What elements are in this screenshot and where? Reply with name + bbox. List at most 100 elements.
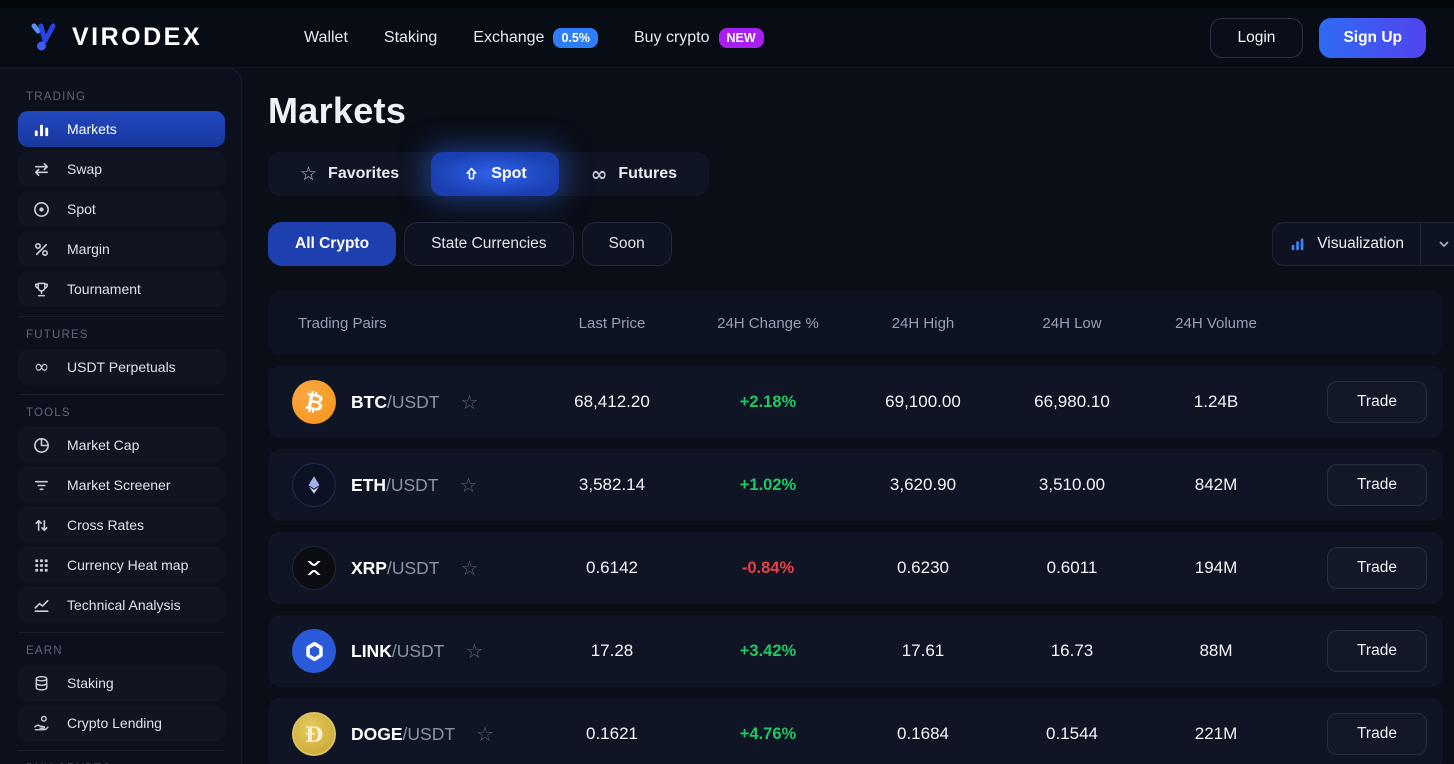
favorite-star-icon[interactable]: ☆ <box>460 390 479 414</box>
grid-icon <box>31 556 52 575</box>
sidebar-item-swap[interactable]: Swap <box>18 151 225 187</box>
low-24h: 0.1544 <box>1046 724 1098 743</box>
up-down-arrows-icon <box>31 516 52 535</box>
trade-button[interactable]: Trade <box>1327 630 1427 672</box>
col-24h-change: 24H Change % <box>717 314 819 332</box>
change-percent: +3.42% <box>739 641 797 660</box>
sidebar-item-cross-rates[interactable]: Cross Rates <box>18 507 225 543</box>
sidebar-item-markets[interactable]: Markets <box>18 111 225 147</box>
sidebar-item-crypto-lending[interactable]: Crypto Lending <box>18 705 225 741</box>
trade-button[interactable]: Trade <box>1327 464 1427 506</box>
filter-soon[interactable]: Soon <box>581 222 672 266</box>
sidebar-item-label: Currency Heat map <box>67 557 189 573</box>
last-price: 68,412.20 <box>574 392 650 411</box>
sidebar-item-staking[interactable]: Staking <box>18 665 225 701</box>
bar-chart-icon <box>1289 235 1307 253</box>
col-last-price: Last Price <box>578 314 646 332</box>
bar-chart-icon <box>31 120 52 139</box>
main-content: Markets ☆ Favorites Spot ∞ Futures All C… <box>242 68 1454 764</box>
nav-buy-crypto[interactable]: Buy crypto NEW <box>634 27 764 48</box>
low-24h: 66,980.10 <box>1034 392 1110 411</box>
coins-icon <box>31 674 52 693</box>
divider <box>1420 222 1421 266</box>
chevron-down-icon[interactable] <box>1421 236 1454 252</box>
tab-spot[interactable]: Spot <box>431 152 559 196</box>
trade-button[interactable]: Trade <box>1327 713 1427 755</box>
volume-24h: 1.24B <box>1193 392 1239 411</box>
line-chart-icon <box>31 596 52 615</box>
pie-chart-icon <box>31 436 52 455</box>
doge-coin-icon: Ð <box>292 712 336 756</box>
table-row-link[interactable]: LINK/USDT ☆ 17.28 +3.42% 17.61 16.73 88M… <box>268 615 1443 687</box>
high-24h: 0.1684 <box>897 724 949 743</box>
sidebar-item-label: Crypto Lending <box>67 715 162 731</box>
pair-name: DOGE/USDT <box>351 723 456 744</box>
brand-logo[interactable]: VIRODEX <box>28 21 202 55</box>
btc-coin-icon: ₿ <box>292 380 336 424</box>
filter-all-crypto[interactable]: All Crypto <box>268 222 397 266</box>
last-price: 17.28 <box>590 641 634 660</box>
sidebar-item-margin[interactable]: Margin <box>18 231 225 267</box>
nav-links: Wallet Staking Exchange 0.5% Buy crypto … <box>304 27 764 48</box>
visualization-dropdown[interactable]: Visualization <box>1272 222 1454 266</box>
markets-table: Trading Pairs Last Price 24H Change % 24… <box>268 291 1443 764</box>
favorite-star-icon[interactable]: ☆ <box>465 639 484 663</box>
star-icon: ☆ <box>300 163 318 185</box>
volume-24h: 88M <box>1199 641 1233 660</box>
nav-exchange[interactable]: Exchange 0.5% <box>473 27 598 48</box>
sidebar-item-label: Margin <box>67 241 110 257</box>
percent-icon <box>31 240 52 259</box>
tab-favorites[interactable]: ☆ Favorites <box>268 152 431 196</box>
change-percent: +2.18% <box>739 392 797 411</box>
virodex-logo-icon <box>31 23 56 50</box>
col-24h-low: 24H Low <box>1042 314 1102 332</box>
brand-name: VIRODEX <box>72 23 203 51</box>
last-price: 0.1621 <box>586 724 638 743</box>
table-row-eth[interactable]: ETH/USDT ☆ 3,582.14 +1.02% 3,620.90 3,51… <box>268 449 1443 521</box>
table-row-btc[interactable]: ₿ BTC/USDT ☆ 68,412.20 +2.18% 69,100.00 … <box>268 366 1443 438</box>
tab-label: Futures <box>618 165 678 182</box>
tab-futures[interactable]: ∞ Futures <box>559 152 709 196</box>
table-row-doge[interactable]: Ð DOGE/USDT ☆ 0.1621 +4.76% 0.1684 0.154… <box>268 698 1443 764</box>
nav-wallet[interactable]: Wallet <box>304 28 348 46</box>
sidebar-item-spot[interactable]: Spot <box>18 191 225 227</box>
high-24h: 17.61 <box>901 641 945 660</box>
section-title-trading: TRADING <box>26 91 87 103</box>
sidebar-section-buy-crypto: BUY CRYPTO Fiat Deposit P2P Trading <box>18 750 225 764</box>
low-24h: 3,510.00 <box>1038 475 1106 494</box>
trade-button[interactable]: Trade <box>1327 547 1427 589</box>
sidebar-item-technical-analysis[interactable]: Technical Analysis <box>18 587 225 623</box>
last-price: 0.6142 <box>586 558 638 577</box>
sidebar-item-tournament[interactable]: Tournament <box>18 271 225 307</box>
infinity-icon: ∞ <box>590 162 608 186</box>
sidebar-item-currency-heat-map[interactable]: Currency Heat map <box>18 547 225 583</box>
col-24h-high: 24H High <box>891 314 955 332</box>
favorite-star-icon[interactable]: ☆ <box>460 556 479 580</box>
pair-name: BTC/USDT <box>351 391 440 412</box>
nav-auth-actions: Login Sign Up <box>1209 17 1426 58</box>
trade-button[interactable]: Trade <box>1327 381 1427 423</box>
sidebar-item-label: Cross Rates <box>67 517 145 533</box>
high-24h: 0.6230 <box>897 558 949 577</box>
sidebar-item-market-screener[interactable]: Market Screener <box>18 467 225 503</box>
favorite-star-icon[interactable]: ☆ <box>476 722 494 746</box>
last-price: 3,582.14 <box>578 475 646 494</box>
trophy-icon <box>31 280 52 299</box>
table-row-xrp[interactable]: XRP/USDT ☆ 0.6142 -0.84% 0.6230 0.6011 1… <box>268 532 1443 604</box>
low-24h: 0.6011 <box>1046 558 1098 577</box>
signup-button[interactable]: Sign Up <box>1319 17 1426 58</box>
sidebar-item-label: Market Cap <box>67 437 140 453</box>
sidebar-section-tools: TOOLS Market Cap Market Screener Cross R… <box>18 394 225 623</box>
sidebar-item-market-cap[interactable]: Market Cap <box>18 427 225 463</box>
login-button[interactable]: Login <box>1209 17 1304 58</box>
volume-24h: 194M <box>1194 558 1238 577</box>
nav-staking[interactable]: Staking <box>383 28 438 46</box>
filter-state-currencies[interactable]: State Currencies <box>404 222 574 266</box>
swap-arrows-icon <box>31 160 52 179</box>
sidebar-item-usdt-perpetuals[interactable]: ∞ USDT Perpetuals <box>18 349 225 385</box>
sidebar-item-label: Tournament <box>67 281 141 297</box>
section-title-futures: FUTURES <box>26 329 89 341</box>
pair-name: XRP/USDT <box>351 557 440 578</box>
favorite-star-icon[interactable]: ☆ <box>459 473 478 497</box>
sidebar-item-label: Market Screener <box>67 477 171 493</box>
